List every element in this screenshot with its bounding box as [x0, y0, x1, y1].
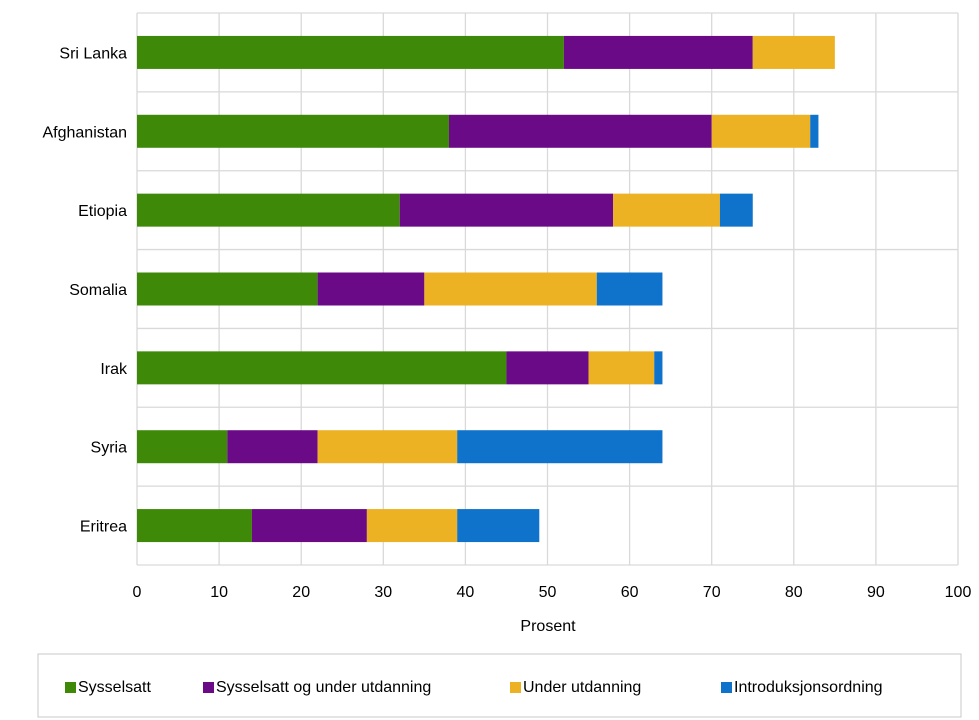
x-tick-label: 0 — [133, 584, 142, 601]
bar-segment — [137, 430, 228, 464]
category-labels: Sri Lanka Afghanistan Etiopia Somalia Irak Sy… — [42, 45, 128, 535]
legend-swatch — [203, 682, 214, 693]
category-label: Etiopia — [78, 203, 127, 220]
bar-segment — [588, 351, 655, 385]
bar-segment — [366, 509, 458, 543]
bar-segment — [251, 509, 367, 543]
x-tick-label: 40 — [457, 584, 475, 601]
bar-segment — [448, 114, 712, 148]
category-label: Syria — [91, 440, 128, 457]
bar-segment — [596, 272, 663, 306]
bar-segment — [137, 272, 318, 306]
x-tick-label: 30 — [374, 584, 392, 601]
bar-segment — [613, 193, 720, 227]
x-tick-label: 70 — [703, 584, 721, 601]
bar-segment — [719, 193, 753, 227]
category-label: Afghanistan — [42, 124, 127, 141]
x-axis-label: Prosent — [520, 618, 576, 635]
bar-segment — [317, 272, 425, 306]
legend-label: Sysselsatt — [78, 679, 151, 696]
bar-segment — [457, 430, 663, 464]
x-tick-label: 90 — [867, 584, 885, 601]
category-label: Sri Lanka — [59, 45, 127, 62]
x-tick-labels: 0 10 20 30 40 50 60 70 80 90 100 — [133, 584, 972, 601]
bar-segment — [317, 430, 458, 464]
legend: Sysselsatt Sysselsatt og under utdanning U… — [65, 679, 883, 696]
x-tick-label: 50 — [539, 584, 557, 601]
bar-segment — [399, 193, 614, 227]
x-tick-label: 100 — [945, 584, 972, 601]
x-tick-label: 60 — [621, 584, 639, 601]
bar-segment — [711, 114, 811, 148]
legend-swatch — [65, 682, 76, 693]
category-label: Irak — [100, 361, 128, 378]
bar-segment — [424, 272, 597, 306]
legend-label: Introduksjonsordning — [734, 679, 883, 696]
bar-segment — [137, 509, 252, 543]
category-label: Somalia — [69, 282, 127, 299]
bar-segment — [137, 193, 400, 227]
category-label: Eritrea — [80, 519, 127, 536]
bar-segment — [506, 351, 589, 385]
bar-segment — [810, 114, 819, 148]
x-tick-label: 80 — [785, 584, 803, 601]
bar-segment — [457, 509, 540, 543]
bars — [137, 35, 835, 543]
bar-segment — [227, 430, 318, 464]
legend-swatch — [721, 682, 732, 693]
legend-swatch — [510, 682, 521, 693]
bar-segment — [654, 351, 663, 385]
x-tick-label: 10 — [210, 584, 228, 601]
bar-segment — [137, 35, 564, 69]
legend-box — [37, 653, 962, 718]
grid-lines — [136, 12, 959, 566]
bar-segment — [563, 35, 753, 69]
bar-segment — [137, 114, 449, 148]
bar-segment — [137, 351, 507, 385]
x-tick-label: 20 — [292, 584, 310, 601]
legend-label: Sysselsatt og under utdanning — [216, 679, 431, 696]
legend-label: Under utdanning — [523, 679, 641, 696]
bar-segment — [752, 35, 835, 69]
